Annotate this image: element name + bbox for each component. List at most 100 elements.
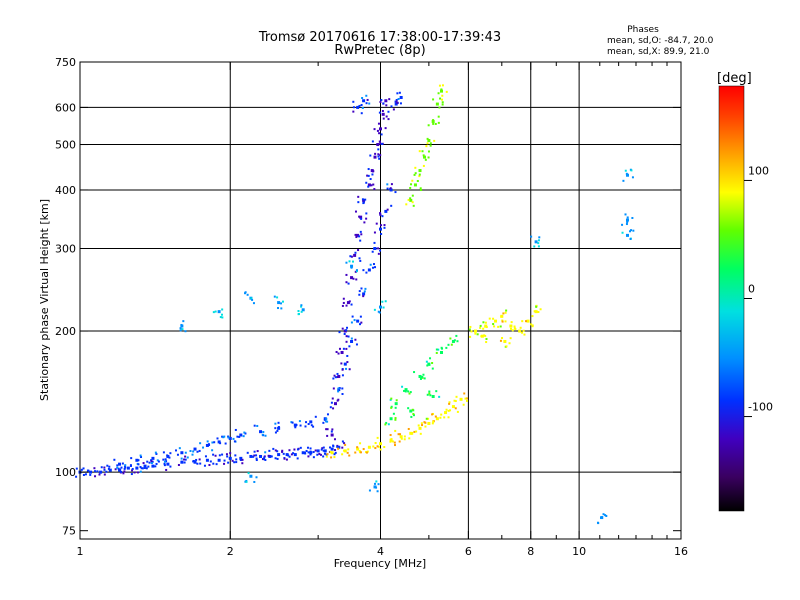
data-point	[333, 438, 336, 441]
data-point	[409, 431, 413, 435]
data-point	[383, 224, 386, 227]
data-point	[345, 347, 348, 350]
data-point	[180, 323, 183, 326]
data-point	[488, 317, 491, 320]
x-tick-label: 1	[77, 545, 84, 558]
data-point	[379, 100, 382, 103]
data-point	[346, 354, 349, 357]
data-point	[435, 390, 438, 393]
data-point	[344, 443, 347, 446]
data-point	[217, 458, 221, 462]
data-point	[180, 457, 183, 460]
data-point	[227, 461, 230, 464]
data-point	[345, 367, 348, 370]
data-point	[501, 319, 504, 322]
data-point	[223, 459, 226, 462]
data-point	[351, 260, 354, 263]
data-point	[538, 236, 541, 239]
data-point	[535, 305, 538, 308]
data-point	[358, 104, 361, 107]
data-point	[372, 445, 375, 448]
data-point	[377, 247, 380, 250]
data-point	[459, 397, 463, 401]
data-point	[391, 440, 394, 443]
data-point	[426, 142, 429, 145]
data-point	[504, 320, 507, 323]
data-point	[465, 399, 468, 402]
data-point	[293, 448, 296, 451]
data-point	[329, 446, 332, 449]
data-point	[411, 179, 414, 182]
data-point	[484, 321, 487, 324]
data-point	[631, 176, 634, 179]
data-point	[377, 252, 380, 255]
data-point	[253, 454, 256, 457]
data-point	[89, 470, 93, 474]
data-point	[632, 229, 635, 232]
data-point	[252, 455, 255, 458]
data-point	[377, 155, 380, 158]
data-point	[169, 465, 172, 468]
data-point	[352, 100, 355, 103]
phase-stats-x: mean, sd,X: 89.9, 21.0	[607, 47, 710, 57]
data-point	[485, 326, 488, 329]
data-point	[411, 432, 414, 435]
data-point	[168, 456, 171, 459]
data-point	[443, 416, 446, 419]
data-point	[621, 231, 624, 234]
data-point	[224, 442, 227, 445]
data-point	[294, 426, 297, 429]
data-point	[531, 315, 534, 318]
data-point	[352, 106, 355, 109]
data-point	[80, 468, 83, 471]
data-point	[382, 306, 385, 309]
data-point	[322, 446, 325, 449]
data-point	[114, 468, 117, 471]
data-point	[262, 430, 265, 433]
data-point	[151, 456, 155, 460]
data-point	[429, 357, 432, 360]
data-point	[285, 458, 288, 461]
data-point	[413, 173, 416, 176]
data-point	[373, 485, 377, 489]
colorbar-label: [deg]	[717, 71, 752, 86]
data-point	[385, 421, 388, 424]
data-point	[244, 432, 247, 435]
data-point	[445, 346, 448, 349]
data-point	[195, 458, 198, 461]
data-point	[351, 315, 354, 318]
data-point	[394, 191, 397, 194]
data-point	[234, 428, 237, 431]
data-point	[447, 409, 450, 412]
data-point	[243, 431, 246, 434]
data-point	[295, 423, 298, 426]
data-point	[469, 325, 472, 328]
data-point	[364, 287, 367, 290]
y-axis-label: Stationary phase Virtual Height [km]	[38, 199, 51, 401]
data-point	[318, 452, 321, 455]
data-point	[625, 233, 629, 237]
data-point	[183, 458, 186, 461]
data-point	[146, 460, 149, 463]
data-point	[425, 145, 428, 148]
data-point	[381, 215, 384, 218]
data-point	[323, 417, 327, 421]
data-point	[427, 139, 431, 143]
data-point	[427, 156, 430, 159]
data-point	[347, 335, 350, 338]
x-tick-label: 4	[377, 545, 384, 558]
data-point	[371, 170, 374, 173]
data-point	[277, 301, 281, 305]
data-point	[356, 447, 360, 451]
data-point	[82, 467, 85, 470]
y-tick-label: 300	[55, 243, 76, 256]
data-point	[203, 464, 206, 467]
data-point	[288, 455, 291, 458]
colorbar-tick-label: -100	[748, 401, 773, 414]
data-point	[513, 327, 516, 330]
data-point	[154, 465, 157, 468]
x-tick-label: 6	[465, 545, 472, 558]
data-point	[373, 308, 376, 311]
data-point	[183, 461, 186, 464]
data-point	[150, 460, 153, 463]
